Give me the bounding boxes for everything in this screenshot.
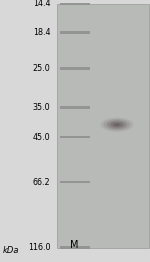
Bar [60,181,90,183]
Bar [60,67,90,70]
Text: M: M [70,240,78,250]
Ellipse shape [107,120,127,129]
Text: kDa: kDa [3,246,20,255]
Text: 18.4: 18.4 [33,28,50,37]
Ellipse shape [100,118,134,132]
Text: 45.0: 45.0 [33,133,50,141]
Text: 66.2: 66.2 [33,178,50,187]
Bar [60,3,90,5]
Text: 25.0: 25.0 [33,64,50,73]
Ellipse shape [103,119,130,130]
Bar [60,136,90,138]
Ellipse shape [113,123,121,126]
Bar [60,31,90,34]
Text: 35.0: 35.0 [33,103,50,112]
Text: 116.0: 116.0 [28,243,50,252]
Text: 14.4: 14.4 [33,0,50,8]
Bar [60,246,90,249]
Bar [60,106,90,109]
Bar [57,4,148,248]
Ellipse shape [110,122,124,128]
Ellipse shape [115,124,119,125]
